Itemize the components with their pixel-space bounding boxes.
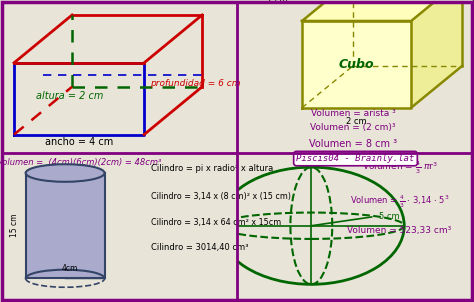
Text: ancho = 4 cm: ancho = 4 cm [45,137,113,146]
Text: Cilindro = 3014,40 cm³: Cilindro = 3014,40 cm³ [151,243,248,252]
Text: Volumen = 523,33 cm³: Volumen = 523,33 cm³ [347,226,452,235]
Polygon shape [411,0,462,108]
Text: Cubo: Cubo [339,58,374,71]
Text: Cilindro = 3,14 x (8 cm)² x (15 cm): Cilindro = 3,14 x (8 cm)² x (15 cm) [151,192,291,201]
Text: Piscis04 - Brainly.lat: Piscis04 - Brainly.lat [296,154,415,163]
Polygon shape [302,0,462,21]
Text: 15 cm: 15 cm [9,214,18,237]
Text: 2 cm: 2 cm [472,0,474,9]
Bar [26,173,105,278]
Text: Volumen =  (4cm)(6cm)(2cm) = 48cm³: Volumen = (4cm)(6cm)(2cm) = 48cm³ [0,159,161,168]
Text: 2 cm: 2 cm [267,0,288,5]
Text: Volumen = 8 cm ³: Volumen = 8 cm ³ [309,139,397,149]
Text: 5 cm: 5 cm [379,212,399,221]
Polygon shape [302,21,411,108]
Text: Volumen = (2 cm)³: Volumen = (2 cm)³ [310,123,396,132]
Text: Volumen = $\frac{4}{3}$ $\pi$r$^3$: Volumen = $\frac{4}{3}$ $\pi$r$^3$ [362,160,438,176]
Ellipse shape [26,164,105,182]
Text: profundidad = 6 cm: profundidad = 6 cm [150,79,240,88]
Text: Volumen = arista ³: Volumen = arista ³ [311,109,395,118]
Text: 2 cm: 2 cm [346,117,367,126]
Text: 4cm: 4cm [62,264,78,273]
Text: altura = 2 cm: altura = 2 cm [36,91,103,101]
Text: Cilindro = 3,14 x 64 cm² x 15cm: Cilindro = 3,14 x 64 cm² x 15cm [151,218,281,227]
Text: Cilindro = pi x radio² x altura: Cilindro = pi x radio² x altura [151,164,273,173]
Text: Volumen = $\frac{4}{3}$ $\cdot$ 3,14 $\cdot$ 5$^3$: Volumen = $\frac{4}{3}$ $\cdot$ 3,14 $\c… [350,194,449,210]
